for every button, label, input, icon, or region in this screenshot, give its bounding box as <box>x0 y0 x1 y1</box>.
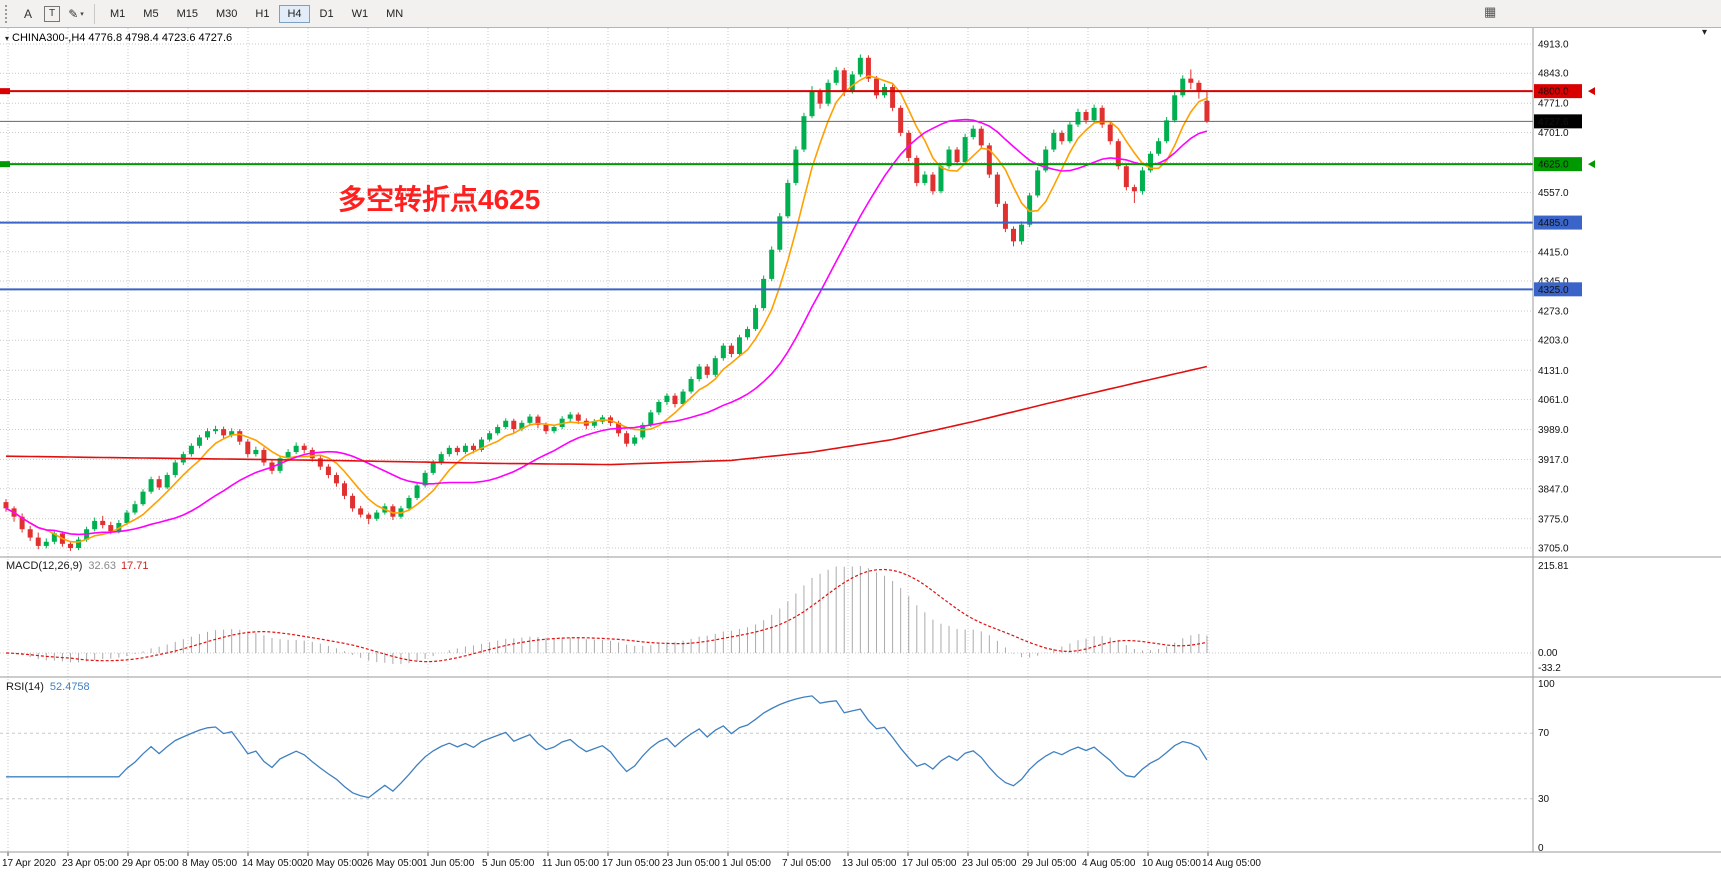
svg-text:17 Apr 2020: 17 Apr 2020 <box>2 858 56 869</box>
svg-text:29 Apr 05:00: 29 Apr 05:00 <box>122 858 179 869</box>
moving-average-lines <box>5 74 1208 543</box>
svg-text:26 May 05:00: 26 May 05:00 <box>362 858 423 869</box>
macd-main-value: 32.63 <box>88 560 116 572</box>
svg-text:4131.0: 4131.0 <box>1538 366 1569 377</box>
svg-text:4415.0: 4415.0 <box>1538 247 1569 258</box>
svg-text:10 Aug 05:00: 10 Aug 05:00 <box>1142 858 1201 869</box>
svg-text:4913.0: 4913.0 <box>1538 40 1569 51</box>
macd-panel: 215.81 0.00 -33.2 <box>0 561 1569 674</box>
svg-text:215.81: 215.81 <box>1538 561 1569 572</box>
symbol-dropdown-icon[interactable]: ▾ <box>5 34 10 43</box>
svg-text:17 Jul 05:00: 17 Jul 05:00 <box>902 858 957 869</box>
svg-text:3847.0: 3847.0 <box>1538 484 1569 495</box>
rsi-indicator-label: RSI(14) 52.4758 <box>6 681 90 693</box>
chart-annotation-text[interactable]: 多空转折点4625 <box>338 184 541 215</box>
macd-indicator-label: MACD(12,26,9) 32.63 17.71 <box>6 560 148 572</box>
svg-text:4273.0: 4273.0 <box>1538 307 1569 318</box>
svg-text:4485.0: 4485.0 <box>1538 218 1569 229</box>
svg-text:0: 0 <box>1538 843 1544 854</box>
svg-text:0.00: 0.00 <box>1538 648 1558 659</box>
shapes-tool-icon[interactable]: ✎ ▾ <box>68 6 84 21</box>
svg-text:4800.0: 4800.0 <box>1538 87 1569 98</box>
svg-text:11 Jun 05:00: 11 Jun 05:00 <box>542 858 600 869</box>
timeframe-MN-button[interactable]: MN <box>386 7 404 20</box>
svg-text:17 Jun 05:00: 17 Jun 05:00 <box>602 858 660 869</box>
label-tool-icon[interactable]: A <box>23 6 32 21</box>
window-layout-icon[interactable]: ▦ <box>1484 4 1497 19</box>
svg-text:14 Aug 05:00: 14 Aug 05:00 <box>1202 858 1261 869</box>
timeframe-W1-button[interactable]: W1 <box>351 7 369 20</box>
svg-text:4325.0: 4325.0 <box>1538 285 1569 296</box>
svg-text:4771.0: 4771.0 <box>1538 99 1569 110</box>
svg-text:4625.0: 4625.0 <box>1538 160 1569 171</box>
svg-text:23 Apr 05:00: 23 Apr 05:00 <box>62 858 119 869</box>
timeframe-M5-button[interactable]: M5 <box>143 7 159 20</box>
svg-text:4 Aug 05:00: 4 Aug 05:00 <box>1082 858 1136 869</box>
textbox-tool-icon[interactable]: T <box>44 5 60 22</box>
candles <box>3 54 1210 551</box>
drawing-tools-group: A T ✎ ▾ <box>16 3 88 25</box>
svg-text:3775.0: 3775.0 <box>1538 514 1569 525</box>
svg-text:1 Jun 05:00: 1 Jun 05:00 <box>422 858 475 869</box>
timeframe-M15-button[interactable]: M15 <box>176 7 198 20</box>
main-toolbar: A T ✎ ▾ M1 M5 M15 M30 H1 H4 D1 W1 MN ▦ <box>0 0 1721 28</box>
symbol-ohlc-header: ▾ CHINA300-,H4 4776.8 4798.4 4723.6 4727.… <box>5 32 232 44</box>
rsi-label-name: RSI(14) <box>6 681 44 693</box>
svg-text:4203.0: 4203.0 <box>1538 336 1569 347</box>
rsi-panel: 100 70 30 0 <box>0 679 1555 854</box>
timeframe-H4-button[interactable]: H4 <box>279 4 310 23</box>
svg-text:23 Jun 05:00: 23 Jun 05:00 <box>662 858 720 869</box>
svg-text:13 Jul 05:00: 13 Jul 05:00 <box>842 858 897 869</box>
macd-label-name: MACD(12,26,9) <box>6 560 83 572</box>
chart-shift-marker-icon[interactable]: ▾ <box>1702 27 1708 38</box>
svg-text:5 Jun 05:00: 5 Jun 05:00 <box>482 858 535 869</box>
svg-text:4727.6: 4727.6 <box>1538 117 1569 128</box>
svg-text:100: 100 <box>1538 679 1555 690</box>
svg-text:4061.0: 4061.0 <box>1538 395 1569 406</box>
svg-text:4557.0: 4557.0 <box>1538 188 1569 199</box>
horizontal-level-lines <box>0 87 1595 291</box>
dropdown-caret-icon: ▾ <box>80 10 84 18</box>
grid-lines <box>0 28 1533 852</box>
svg-text:3917.0: 3917.0 <box>1538 455 1569 466</box>
timeframe-H1-button[interactable]: H1 <box>255 7 270 20</box>
svg-text:4345.0: 4345.0 <box>1538 276 1569 287</box>
svg-text:7 Jul 05:00: 7 Jul 05:00 <box>782 858 831 869</box>
svg-text:4843.0: 4843.0 <box>1538 69 1569 80</box>
svg-text:70: 70 <box>1538 728 1550 739</box>
svg-text:23 Jul 05:00: 23 Jul 05:00 <box>962 858 1017 869</box>
macd-signal-value: 17.71 <box>120 560 149 572</box>
svg-text:29 Jul 05:00: 29 Jul 05:00 <box>1022 858 1077 869</box>
panel-dividers <box>0 28 1721 853</box>
toolbar-separator <box>94 3 95 24</box>
price-badges: 4800.0 4625.0 4485.0 4325.0 4727.6 <box>1534 84 1582 297</box>
svg-text:14 May 05:00: 14 May 05:00 <box>242 858 303 869</box>
symbol-ohlc-text: CHINA300-,H4 4776.8 4798.4 4723.6 4727.6 <box>12 32 233 44</box>
svg-text:3705.0: 3705.0 <box>1538 544 1569 555</box>
timeframe-D1-button[interactable]: D1 <box>319 7 334 20</box>
timeframe-M30-button[interactable]: M30 <box>215 7 238 20</box>
price-axis: 4913.0 4843.0 4771.0 4701.0 4557.0 4415.0 4345… <box>1538 40 1569 555</box>
svg-text:1 Jul 05:00: 1 Jul 05:00 <box>722 858 771 869</box>
timeframe-M1-button[interactable]: M1 <box>110 7 126 20</box>
svg-text:-33.2: -33.2 <box>1538 663 1561 674</box>
svg-text:4701.0: 4701.0 <box>1538 128 1569 139</box>
time-axis: 17 Apr 2020 23 Apr 05:00 29 Apr 05:00 8 May… <box>2 852 1261 869</box>
timeframe-buttons-group: M1 M5 M15 M30 H1 H4 D1 W1 MN <box>101 4 412 23</box>
svg-text:8 May 05:00: 8 May 05:00 <box>182 858 237 869</box>
svg-text:3989.0: 3989.0 <box>1538 425 1569 436</box>
rsi-value: 52.4758 <box>49 681 90 693</box>
svg-text:20 May 05:00: 20 May 05:00 <box>302 858 363 869</box>
svg-text:30: 30 <box>1538 794 1550 805</box>
toolbar-grip-handle[interactable] <box>5 4 11 23</box>
